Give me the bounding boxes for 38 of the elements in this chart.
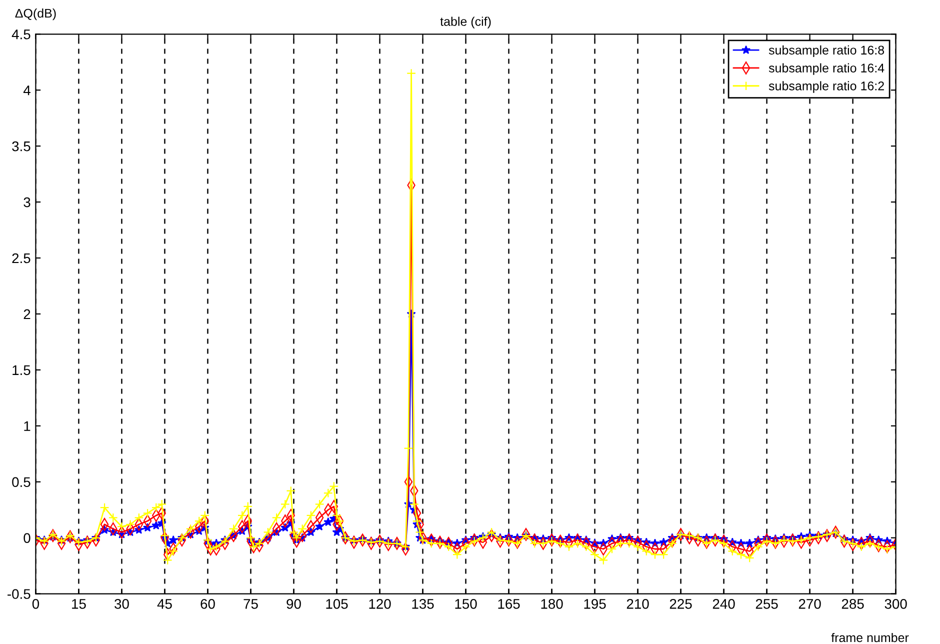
x-tick-label: 120	[369, 598, 391, 609]
x-tick-label: 240	[712, 598, 735, 609]
legend-label: subsample ratio 16:4	[768, 63, 884, 75]
y-tick-label: 1	[24, 421, 30, 431]
x-tick-label: 0	[32, 598, 40, 609]
x-tick-label: 225	[670, 598, 692, 609]
x-tick-label: 180	[541, 598, 563, 609]
x-tick-label: 105	[326, 598, 348, 609]
y-tick-label: 0	[24, 533, 30, 543]
chart-title: table (cif)	[440, 16, 491, 28]
x-tick-label: 195	[584, 598, 606, 609]
x-axis-title: frame number	[831, 632, 909, 642]
y-tick-label: 2	[24, 309, 30, 319]
x-tick-label: 255	[756, 598, 778, 609]
y-tick-label: -0.5	[8, 589, 30, 599]
x-tick-label: 285	[842, 598, 864, 609]
legend-label: subsample ratio 16:2	[768, 81, 884, 93]
x-tick-label: 210	[626, 598, 649, 609]
y-tick-label: 4.5	[12, 30, 30, 40]
x-tick-label: 60	[200, 598, 215, 609]
y-tick-label: 0.5	[12, 477, 30, 488]
x-tick-label: 30	[114, 598, 129, 609]
y-tick-label: 4	[23, 86, 30, 96]
x-tick-label: 150	[455, 598, 477, 609]
x-tick-label: 165	[498, 598, 520, 609]
x-tick-label: 90	[286, 598, 301, 609]
x-tick-label: 300	[884, 598, 907, 609]
y-axis-title: ΔQ(dB)	[15, 8, 56, 20]
x-tick-label: 15	[72, 599, 86, 609]
y-tick-label: 3.5	[12, 141, 30, 152]
x-tick-label: 75	[244, 599, 258, 609]
y-tick-label: 1.5	[12, 365, 30, 376]
x-tick-label: 270	[798, 598, 821, 609]
x-tick-label: 45	[157, 599, 172, 609]
x-tick-label: 135	[412, 598, 434, 609]
y-tick-label: 2.5	[12, 253, 30, 264]
legend-label: subsample ratio 16:8	[768, 45, 884, 58]
y-tick-label: 3	[24, 197, 30, 208]
